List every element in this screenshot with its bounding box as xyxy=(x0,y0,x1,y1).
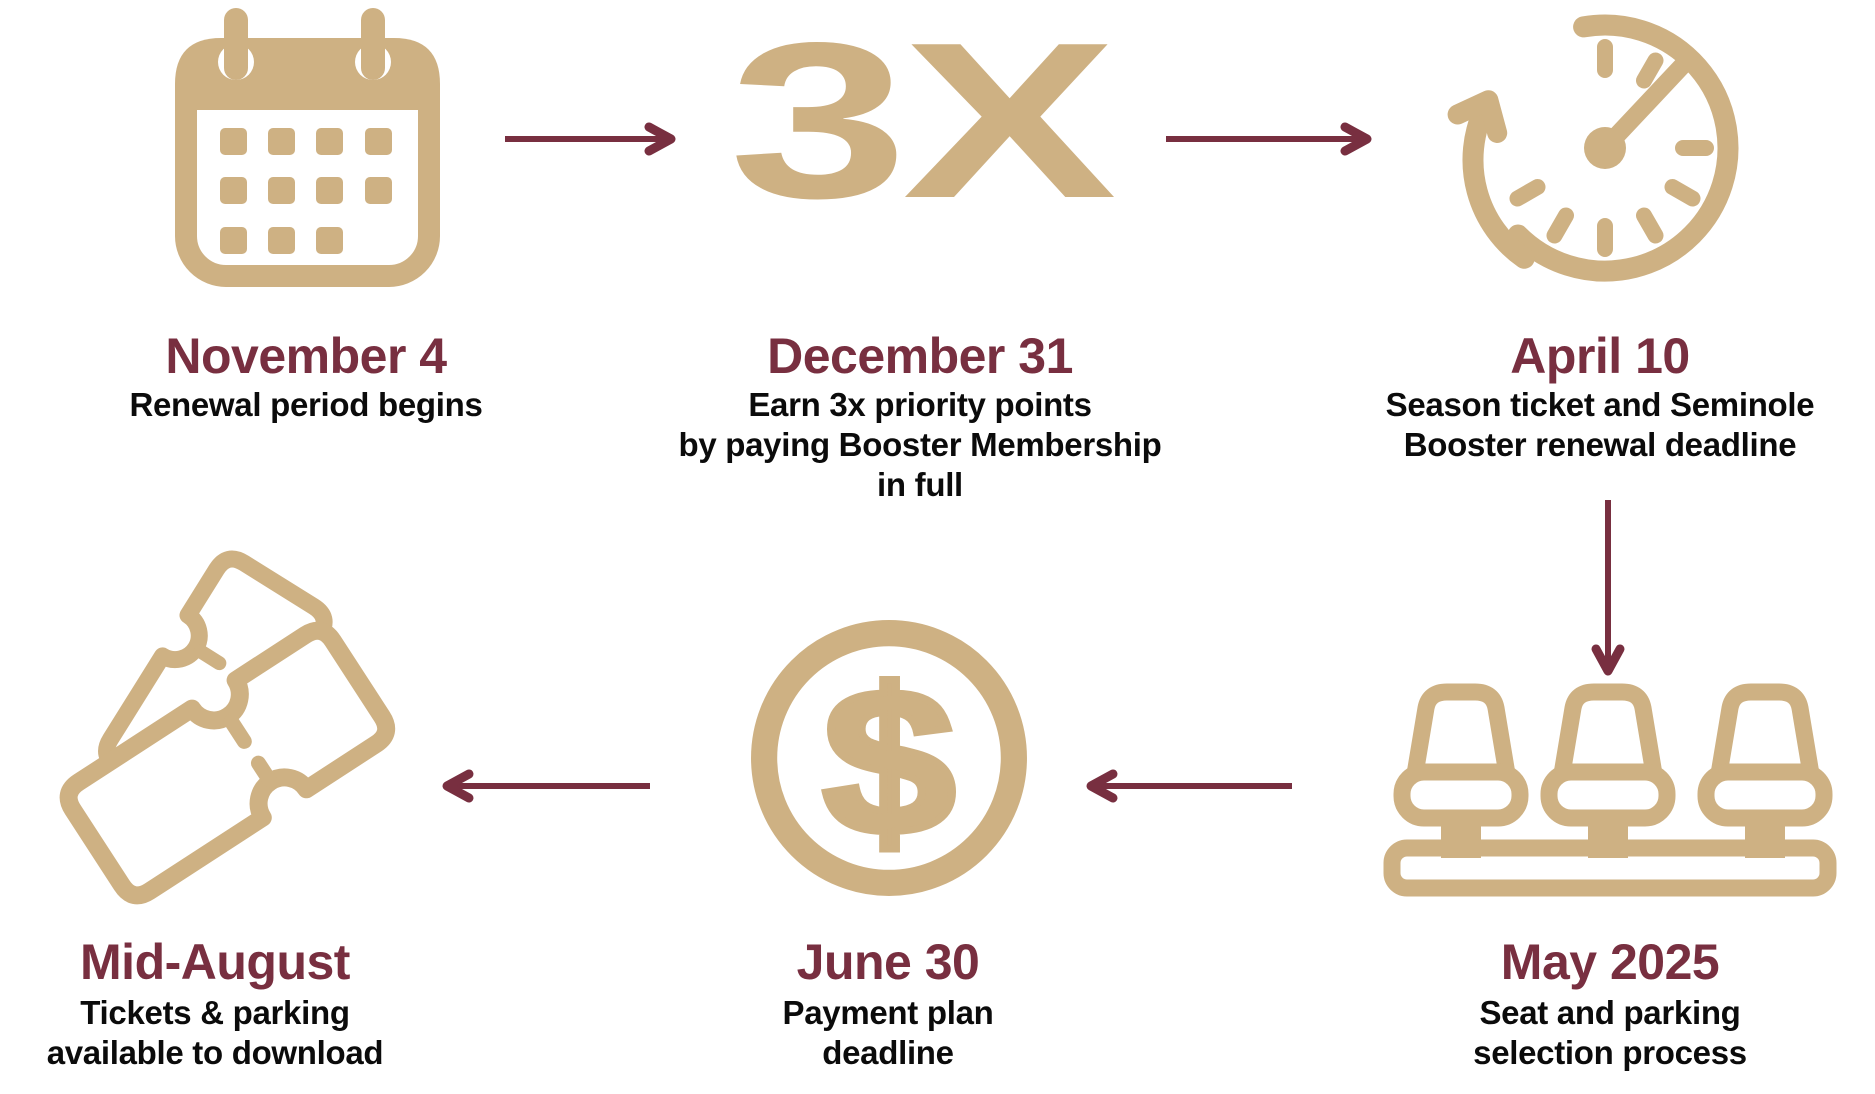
stadium-seats-icon xyxy=(1383,683,1837,897)
step-date-mid-august: Mid-August xyxy=(80,934,350,990)
step-description-april-10: Season ticket and Seminole Booster renew… xyxy=(1385,386,1815,463)
step-description-june-30: Payment plan deadline xyxy=(782,994,994,1071)
step-date-april-10: April 10 xyxy=(1510,328,1690,384)
step-description-november-4: Renewal period begins xyxy=(129,386,483,423)
dollar-sign: $ xyxy=(823,647,956,878)
arrow-left-may-to-june xyxy=(1086,769,1292,803)
calendar-icon xyxy=(175,8,440,287)
arrow-right-nov-to-dec xyxy=(505,122,676,156)
arrow-right-dec-to-april xyxy=(1166,122,1372,156)
step-date-may-2025: May 2025 xyxy=(1500,934,1720,990)
step-description-december-31: Earn 3x priority points by paying Booste… xyxy=(678,386,1162,503)
step-description-mid-august: Tickets & parking available to download xyxy=(46,994,384,1071)
arrow-left-june-to-august xyxy=(442,769,650,803)
step-date-june-30: June 30 xyxy=(796,934,980,990)
3x-multiplier-graphic: 3X xyxy=(728,0,1117,245)
dollar-circle-icon: $ xyxy=(751,620,1027,896)
tickets-icon xyxy=(59,550,396,905)
step-description-may-2025: Seat and parking selection process xyxy=(1473,994,1747,1071)
clock-history-icon xyxy=(1447,14,1739,282)
arrow-down-april-to-may xyxy=(1591,500,1625,676)
step-date-december-31: December 31 xyxy=(767,328,1073,384)
step-date-november-4: November 4 xyxy=(165,328,447,384)
